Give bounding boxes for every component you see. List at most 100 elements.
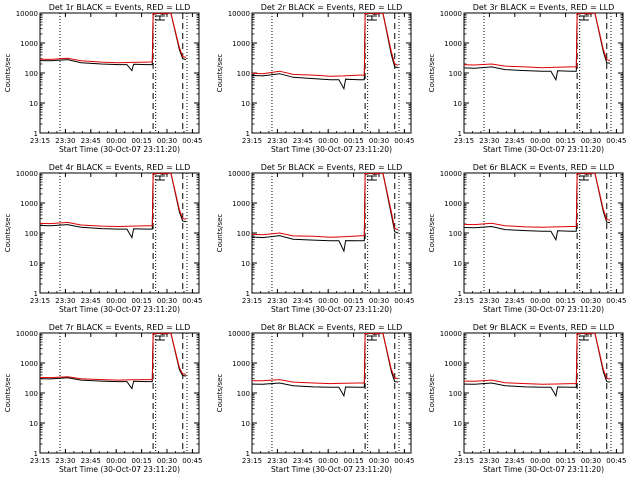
x-tick-label: 23:30 — [479, 137, 499, 145]
x-tick-label: 23:45 — [505, 137, 525, 145]
y-tick-label: 10000 — [228, 330, 250, 338]
peak-bracket-marker — [578, 15, 589, 21]
events-series-line — [252, 13, 399, 91]
x-tick-label: 00:45 — [606, 457, 626, 465]
x-axis-label: Start Time (30-Oct-07 23:11:20) — [271, 465, 392, 474]
y-tick-label: 10000 — [440, 170, 462, 178]
events-series-line — [464, 13, 611, 82]
peak-bracket-marker — [366, 15, 377, 21]
y-tick-label: 1000 — [20, 360, 38, 368]
x-tick-label: 00:00 — [106, 297, 126, 305]
chart-panel-5r: Det 5r BLACK = Events, RED = LLD 1 10 100 10… — [216, 163, 414, 314]
x-tick-label: 23:30 — [55, 137, 75, 145]
x-tick-label: 00:00 — [530, 457, 550, 465]
x-tick-label: 23:30 — [479, 457, 499, 465]
y-tick-label: 1 — [246, 450, 250, 458]
chart-title: Det 9r BLACK = Events, RED = LLD — [473, 323, 615, 332]
x-tick-label: 00:15 — [132, 457, 152, 465]
chart-title: Det 1r BLACK = Events, RED = LLD — [49, 3, 191, 12]
y-axis-label: Counts/sec — [4, 214, 12, 253]
x-axis-label: Start Time (30-Oct-07 23:11:20) — [271, 145, 392, 154]
y-tick-label: 100 — [237, 390, 250, 398]
peak-bracket-marker — [366, 335, 377, 341]
x-tick-label: 00:45 — [182, 457, 202, 465]
x-tick-label: 00:30 — [369, 137, 389, 145]
lld-series-line — [464, 13, 611, 69]
x-tick-label: 23:45 — [81, 457, 101, 465]
x-tick-label: 23:45 — [293, 137, 313, 145]
x-tick-label: 23:30 — [55, 457, 75, 465]
y-tick-label: 1 — [458, 130, 462, 138]
events-series-line — [464, 333, 611, 398]
y-tick-label: 100 — [25, 230, 38, 238]
x-tick-label: 00:30 — [581, 137, 601, 145]
y-tick-label: 1000 — [232, 360, 250, 368]
y-tick-label: 10 — [453, 100, 462, 108]
y-tick-label: 1000 — [444, 200, 462, 208]
x-tick-label: 00:30 — [157, 457, 177, 465]
lld-series-line — [40, 173, 187, 228]
y-tick-label: 1 — [458, 290, 462, 298]
lld-series-line — [464, 333, 611, 385]
x-tick-label: 00:45 — [182, 137, 202, 145]
y-axis-label: Counts/sec — [216, 374, 224, 413]
y-tick-label: 10 — [453, 260, 462, 268]
chart-title: Det 4r BLACK = Events, RED = LLD — [49, 163, 191, 172]
y-tick-label: 10 — [453, 420, 462, 428]
x-tick-label: 23:15 — [30, 297, 50, 305]
chart-panel-6r: Det 6r BLACK = Events, RED = LLD 1 10 100 10… — [428, 163, 626, 314]
x-axis-label: Start Time (30-Oct-07 23:11:20) — [59, 465, 180, 474]
x-tick-label: 23:30 — [55, 297, 75, 305]
x-tick-label: 00:30 — [157, 137, 177, 145]
x-tick-label: 00:15 — [132, 297, 152, 305]
x-tick-label: 23:45 — [293, 297, 313, 305]
chart-title: Det 3r BLACK = Events, RED = LLD — [473, 3, 615, 12]
y-axis-label: Counts/sec — [4, 374, 12, 413]
y-tick-label: 1000 — [444, 40, 462, 48]
y-tick-label: 10000 — [16, 170, 38, 178]
x-tick-label: 00:00 — [106, 457, 126, 465]
y-axis-label: Counts/sec — [428, 374, 436, 413]
lld-series-line — [252, 173, 399, 238]
y-tick-label: 10000 — [16, 330, 38, 338]
peak-bracket-marker — [154, 335, 165, 341]
peak-bracket-marker — [578, 175, 589, 181]
x-tick-label: 00:00 — [530, 137, 550, 145]
x-tick-label: 00:00 — [318, 137, 338, 145]
x-tick-label: 23:30 — [267, 137, 287, 145]
x-tick-label: 00:45 — [606, 297, 626, 305]
lld-series-line — [252, 333, 399, 385]
x-tick-label: 23:45 — [293, 457, 313, 465]
chart-panel-1r: Det 1r BLACK = Events, RED = LLD 1 10 100 10… — [4, 3, 202, 154]
x-axis-label: Start Time (30-Oct-07 23:11:20) — [59, 305, 180, 314]
lld-series-line — [464, 173, 611, 228]
y-tick-label: 10 — [241, 260, 250, 268]
chart-title: Det 7r BLACK = Events, RED = LLD — [49, 323, 191, 332]
peak-bracket-marker — [578, 335, 589, 341]
x-axis-label: Start Time (30-Oct-07 23:11:20) — [271, 305, 392, 314]
y-tick-label: 1 — [34, 450, 38, 458]
x-tick-label: 00:15 — [556, 137, 576, 145]
y-axis-label: Counts/sec — [428, 214, 436, 253]
x-tick-label: 00:45 — [394, 297, 414, 305]
y-tick-label: 100 — [449, 230, 462, 238]
x-tick-label: 00:45 — [394, 457, 414, 465]
y-tick-label: 10 — [29, 100, 38, 108]
x-tick-label: 23:15 — [454, 457, 474, 465]
x-tick-label: 23:30 — [267, 457, 287, 465]
y-axis-label: Counts/sec — [428, 54, 436, 93]
y-axis-label: Counts/sec — [4, 54, 12, 93]
x-tick-label: 00:45 — [606, 137, 626, 145]
x-tick-label: 00:30 — [369, 457, 389, 465]
y-tick-label: 1000 — [232, 40, 250, 48]
x-tick-label: 00:30 — [581, 457, 601, 465]
lld-series-line — [252, 13, 399, 77]
y-tick-label: 1 — [458, 450, 462, 458]
x-tick-label: 00:00 — [530, 297, 550, 305]
y-tick-label: 100 — [237, 230, 250, 238]
x-tick-label: 00:15 — [132, 137, 152, 145]
x-axis-label: Start Time (30-Oct-07 23:11:20) — [59, 145, 180, 154]
chart-panel-8r: Det 8r BLACK = Events, RED = LLD 1 10 100 10… — [216, 323, 414, 474]
chart-panel-9r: Det 9r BLACK = Events, RED = LLD 1 10 100 10… — [428, 323, 626, 474]
